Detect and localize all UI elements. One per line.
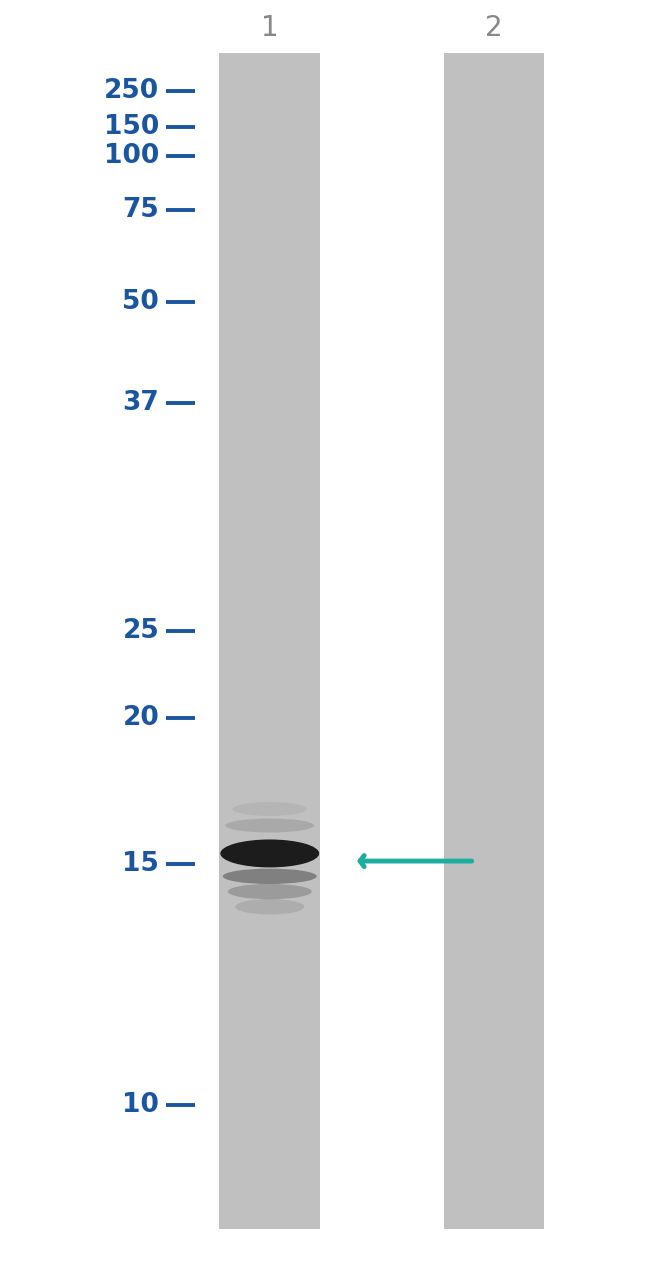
Text: 100: 100 <box>104 144 159 169</box>
Text: 10: 10 <box>122 1092 159 1118</box>
Ellipse shape <box>235 899 304 914</box>
Text: 20: 20 <box>122 705 159 730</box>
Text: 250: 250 <box>104 79 159 104</box>
Ellipse shape <box>226 819 314 833</box>
Text: 75: 75 <box>122 197 159 222</box>
Text: 15: 15 <box>122 851 159 876</box>
Text: 2: 2 <box>485 14 503 42</box>
Ellipse shape <box>227 884 312 899</box>
Bar <box>443 53 545 1229</box>
Text: 25: 25 <box>122 618 159 644</box>
Text: 1: 1 <box>261 14 279 42</box>
Text: 50: 50 <box>122 290 159 315</box>
Ellipse shape <box>220 839 319 867</box>
Ellipse shape <box>233 803 307 817</box>
Text: 150: 150 <box>104 114 159 140</box>
Ellipse shape <box>223 869 317 884</box>
Bar <box>219 53 320 1229</box>
Text: 37: 37 <box>122 390 159 415</box>
